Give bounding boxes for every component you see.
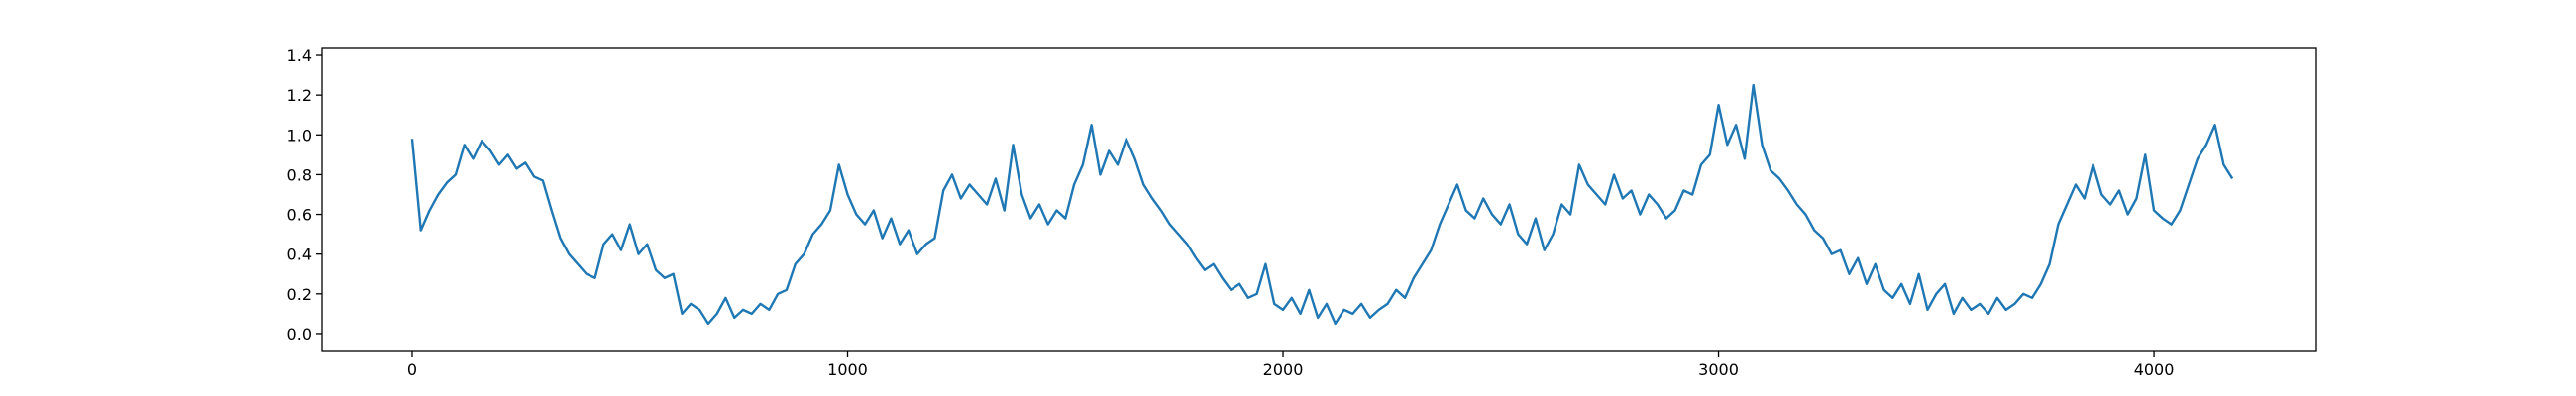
x-tick-label: 1000 — [827, 360, 868, 379]
axes-frame — [321, 47, 2317, 352]
y-tick-label: 1.4 — [287, 47, 312, 65]
y-tick-label: 0.4 — [287, 246, 312, 264]
y-tick-label: 1.2 — [287, 86, 312, 105]
x-tick-label: 3000 — [1698, 360, 1739, 379]
y-tick-label: 0.8 — [287, 165, 312, 184]
y-tick-label: 0.2 — [287, 285, 312, 304]
x-tick-label: 4000 — [2134, 360, 2175, 379]
x-tick-label: 0 — [407, 360, 417, 379]
x-tick-label: 2000 — [1263, 360, 1304, 379]
y-tick-label: 1.0 — [287, 126, 312, 145]
y-tick-label: 0.6 — [287, 206, 312, 225]
y-tick-label: 0.0 — [287, 325, 312, 344]
data-line — [410, 83, 2234, 326]
